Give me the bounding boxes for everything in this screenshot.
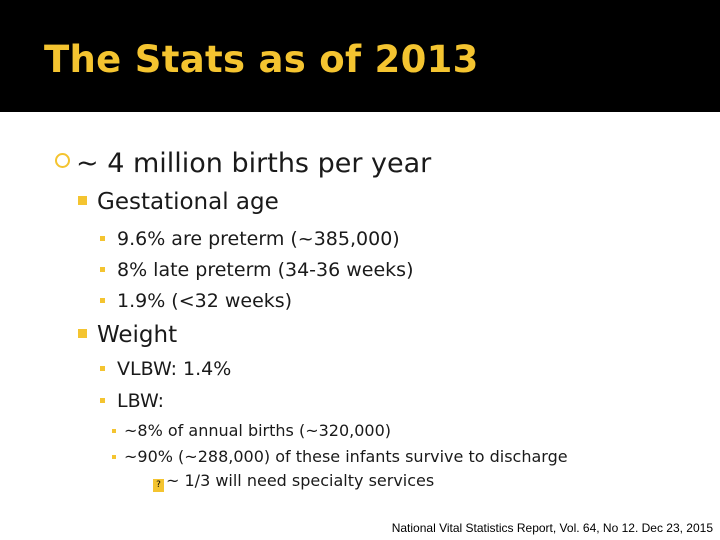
title-bar: The Stats as of 2013 xyxy=(0,0,720,112)
bullet-weight-heading: Weight xyxy=(78,322,177,348)
circle-bullet-icon xyxy=(55,153,70,168)
specialty-text: ~ 1/3 will need specialty services xyxy=(166,471,435,490)
gestational-heading-text: Gestational age xyxy=(97,189,279,215)
gestational-item-text: 9.6% are preterm (~385,000) xyxy=(117,228,400,250)
bullet-main: ~ 4 million births per year xyxy=(55,148,431,179)
bullet-lbw-item: ~8% of annual births (~320,000) xyxy=(112,421,391,440)
bullet-vlbw: VLBW: 1.4% xyxy=(100,358,231,380)
square-bullet-icon xyxy=(100,366,105,371)
square-bullet-icon xyxy=(100,236,105,241)
square-bullet-icon xyxy=(100,267,105,272)
square-bullet-icon xyxy=(112,429,116,433)
lbw-item-text: ~90% (~288,000) of these infants survive… xyxy=(124,447,568,466)
missing-glyph-icon: ? xyxy=(153,479,164,492)
square-bullet-icon xyxy=(100,298,105,303)
bullet-specialty: ? ~ 1/3 will need specialty services xyxy=(153,471,434,492)
bullet-gestational-item: 8% late preterm (34-36 weeks) xyxy=(100,259,414,281)
gestational-item-text: 8% late preterm (34-36 weeks) xyxy=(117,259,414,281)
bullet-lbw: LBW: xyxy=(100,390,164,412)
bullet-gestational-heading: Gestational age xyxy=(78,189,279,215)
square-bullet-icon xyxy=(78,196,87,205)
bullet-main-text: ~ 4 million births per year xyxy=(76,148,432,179)
square-bullet-icon xyxy=(100,398,105,403)
slide-title: The Stats as of 2013 xyxy=(44,38,479,81)
weight-heading-text: Weight xyxy=(97,322,178,348)
square-bullet-icon xyxy=(112,455,116,459)
bullet-gestational-item: 9.6% are preterm (~385,000) xyxy=(100,228,400,250)
citation: National Vital Statistics Report, Vol. 6… xyxy=(391,521,713,535)
lbw-text: LBW: xyxy=(117,390,165,412)
gestational-item-text: 1.9% (<32 weeks) xyxy=(117,290,293,312)
lbw-item-text: ~8% of annual births (~320,000) xyxy=(124,421,392,440)
vlbw-text: VLBW: 1.4% xyxy=(117,358,232,380)
square-bullet-icon xyxy=(78,329,87,338)
bullet-lbw-item: ~90% (~288,000) of these infants survive… xyxy=(112,447,568,466)
bullet-gestational-item: 1.9% (<32 weeks) xyxy=(100,290,292,312)
